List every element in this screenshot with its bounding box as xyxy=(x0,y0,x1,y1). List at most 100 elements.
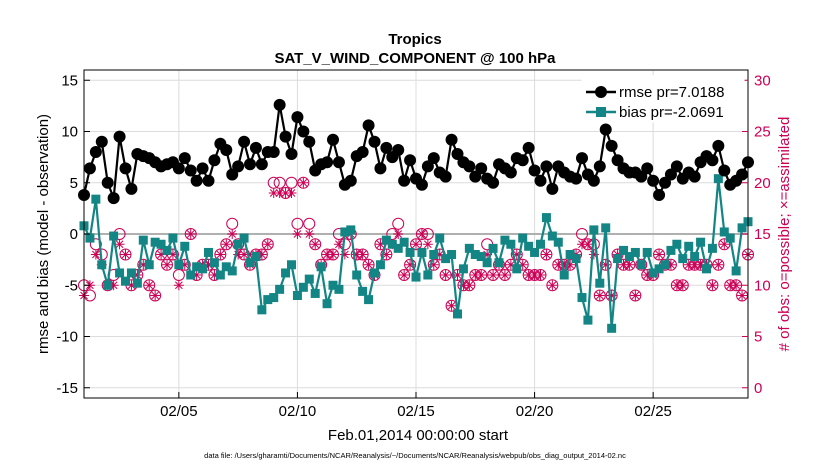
rmse-point-65 xyxy=(463,160,476,173)
x-tick-label-1: 02/10 xyxy=(279,403,317,420)
bias-point-49 xyxy=(370,268,379,278)
bias-point-50 xyxy=(375,260,385,270)
obs-assimilated-point-6 xyxy=(114,239,125,250)
bias-point-63 xyxy=(453,309,462,319)
bias-point-48 xyxy=(364,295,374,305)
obs-possible-point-93 xyxy=(629,289,642,302)
rmse-point-61 xyxy=(439,170,452,183)
bias-point-46 xyxy=(352,270,362,280)
bias-point-94 xyxy=(636,260,646,270)
bias-point-93 xyxy=(630,247,640,257)
right-tick-label-4: 20 xyxy=(754,175,771,192)
rmse-point-88 xyxy=(599,123,612,136)
rmse-point-76 xyxy=(528,164,541,177)
bias-point-8 xyxy=(126,268,136,278)
bias-point-39 xyxy=(310,288,320,298)
rmse-point-8 xyxy=(125,182,138,195)
rmse-point-89 xyxy=(605,139,618,152)
bias-point-72 xyxy=(506,239,516,249)
obs-possible-point-107 xyxy=(712,258,725,271)
bias-point-54 xyxy=(399,237,409,247)
obs-assimilated-point-107 xyxy=(713,259,724,270)
bias-point-14 xyxy=(162,245,172,255)
rmse-point-5 xyxy=(107,192,120,205)
rmse-point-95 xyxy=(641,162,654,175)
rmse-point-49 xyxy=(368,135,381,148)
obs-possible-point-37 xyxy=(297,176,310,189)
obs-possible-point-12 xyxy=(149,289,162,302)
bias-point-76 xyxy=(530,247,540,257)
rmse-point-36 xyxy=(291,111,304,124)
rmse-series xyxy=(78,98,754,205)
obs-possible-point-108 xyxy=(718,238,731,251)
bias-point-28 xyxy=(245,258,255,268)
bias-point-5 xyxy=(109,231,119,241)
bias-point-7 xyxy=(121,276,130,286)
bias-point-27 xyxy=(239,233,249,243)
bias-point-20 xyxy=(198,264,208,274)
obs-assimilated-point-37 xyxy=(298,177,309,188)
bias-point-34 xyxy=(281,268,291,278)
obs-assimilated-point-65 xyxy=(464,280,475,291)
obs-assimilated-point-101 xyxy=(677,280,688,291)
obs-possible-point-27 xyxy=(238,248,251,261)
rmse-point-20 xyxy=(196,162,209,175)
data-file-footnote: data file: /Users/gharamti/Documents/NCA… xyxy=(204,451,626,460)
bias-point-89 xyxy=(607,323,617,333)
bias-point-108 xyxy=(719,227,729,237)
x-axis-label: Feb.01,2014 00:00:00 start xyxy=(328,427,509,444)
legend-bias-label: bias pr=-2.0691 xyxy=(619,104,724,121)
bias-point-62 xyxy=(447,250,457,259)
obs-possible-point-54 xyxy=(398,269,411,281)
obs-assimilated-point-67 xyxy=(476,270,487,280)
bias-point-21 xyxy=(204,247,213,257)
rmse-point-7 xyxy=(119,162,132,175)
rmse-point-111 xyxy=(736,168,749,181)
bias-point-102 xyxy=(684,241,694,251)
rmse-point-96 xyxy=(647,174,660,187)
grid-lines xyxy=(84,70,748,398)
left-tick-label-4: 5 xyxy=(70,175,78,192)
x-tick-label-3: 02/20 xyxy=(516,403,554,420)
obs-assimilated-point-48 xyxy=(363,259,374,270)
bias-point-110 xyxy=(731,266,741,276)
obs-possible-point-24 xyxy=(220,238,233,251)
bias-point-65 xyxy=(464,243,474,253)
obs-assimilated-point-93 xyxy=(630,290,641,301)
rmse-point-1 xyxy=(83,162,96,175)
left-tick-label-3: 0 xyxy=(70,226,78,243)
obs-possible-point-87 xyxy=(593,289,606,302)
bias-point-41 xyxy=(322,299,332,309)
rmse-point-107 xyxy=(712,139,725,152)
right-tick-label-1: 5 xyxy=(754,329,762,346)
obs-assimilated-point-58 xyxy=(422,239,433,250)
bias-point-15 xyxy=(168,233,178,243)
rmse-point-21 xyxy=(202,174,215,187)
legend-rmse-marker xyxy=(595,86,607,98)
bias-point-55 xyxy=(405,247,415,257)
right-axis-label: # of obs: o=possible; ×=assimilated xyxy=(776,117,793,352)
rmse-point-22 xyxy=(208,154,221,167)
rmse-point-27 xyxy=(238,135,251,148)
obs-possible-point-55 xyxy=(404,258,417,271)
rmse-point-37 xyxy=(297,125,310,138)
rmse-point-106 xyxy=(706,154,719,167)
bias-point-52 xyxy=(387,239,397,249)
rmse-point-75 xyxy=(522,141,535,154)
rmse-point-26 xyxy=(232,160,245,173)
bias-point-13 xyxy=(156,239,166,249)
obs-assimilated-point-97 xyxy=(654,249,665,260)
obs-assimilated-point-111 xyxy=(737,290,748,301)
bias-point-57 xyxy=(417,247,427,257)
obs-possible-point-11 xyxy=(143,279,156,292)
x-tick-label-4: 02/25 xyxy=(634,403,672,420)
obs-possible-point-94 xyxy=(635,258,648,271)
left-tick-label-2: -5 xyxy=(65,277,78,294)
bias-point-11 xyxy=(144,260,154,270)
bias-point-26 xyxy=(233,239,243,249)
obs-possible-point-78 xyxy=(540,248,553,261)
bias-point-91 xyxy=(619,245,628,255)
bias-point-2 xyxy=(91,194,101,204)
legend-bias-marker xyxy=(596,107,606,117)
bias-point-25 xyxy=(227,266,237,276)
